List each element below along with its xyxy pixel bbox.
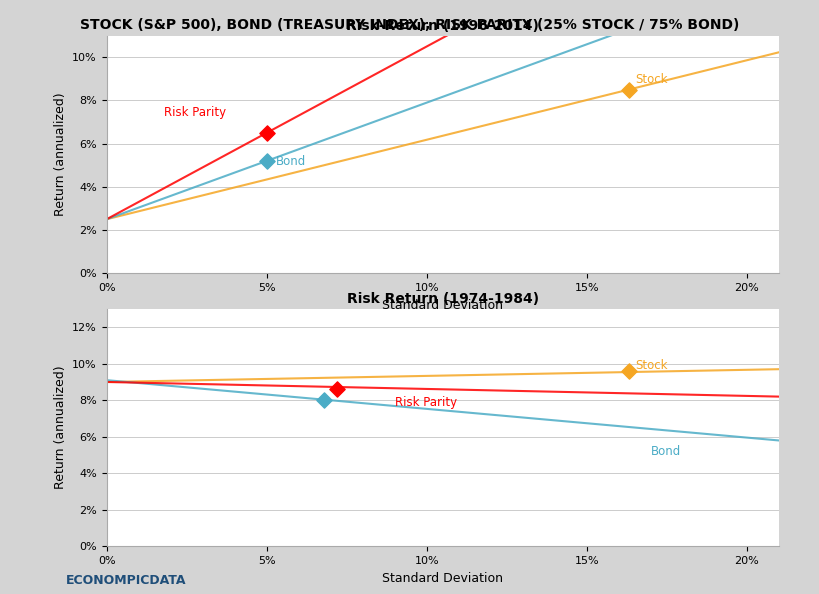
- Title: Risk-Return (1996-2014): Risk-Return (1996-2014): [346, 19, 539, 33]
- Point: [621, 366, 634, 376]
- Text: Risk Parity: Risk Parity: [394, 396, 456, 409]
- Text: Risk Parity: Risk Parity: [164, 106, 226, 119]
- Title: Risk Return (1974-1984): Risk Return (1974-1984): [346, 292, 538, 307]
- Y-axis label: Return (annualized): Return (annualized): [53, 366, 66, 489]
- X-axis label: Standard Deviation: Standard Deviation: [382, 572, 503, 584]
- Text: Bond: Bond: [276, 155, 306, 168]
- Text: STOCK (S&P 500), BOND (TREASURY INDEX), RISK PARITY (25% STOCK / 75% BOND): STOCK (S&P 500), BOND (TREASURY INDEX), …: [80, 18, 739, 32]
- Text: Stock: Stock: [634, 359, 667, 372]
- Text: Stock: Stock: [634, 73, 667, 86]
- Y-axis label: Return (annualized): Return (annualized): [53, 93, 66, 216]
- Point: [621, 85, 634, 94]
- Point: [260, 128, 273, 138]
- Text: ECONOMPICDATA: ECONOMPICDATA: [66, 574, 186, 587]
- Point: [260, 156, 273, 166]
- Text: Bond: Bond: [650, 445, 681, 458]
- Point: [330, 384, 343, 394]
- X-axis label: Standard Deviation: Standard Deviation: [382, 299, 503, 311]
- Point: [318, 396, 331, 405]
